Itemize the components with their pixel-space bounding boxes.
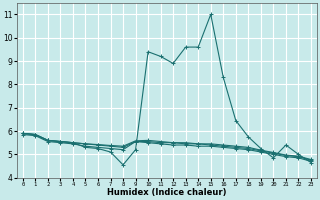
X-axis label: Humidex (Indice chaleur): Humidex (Indice chaleur)	[107, 188, 227, 197]
